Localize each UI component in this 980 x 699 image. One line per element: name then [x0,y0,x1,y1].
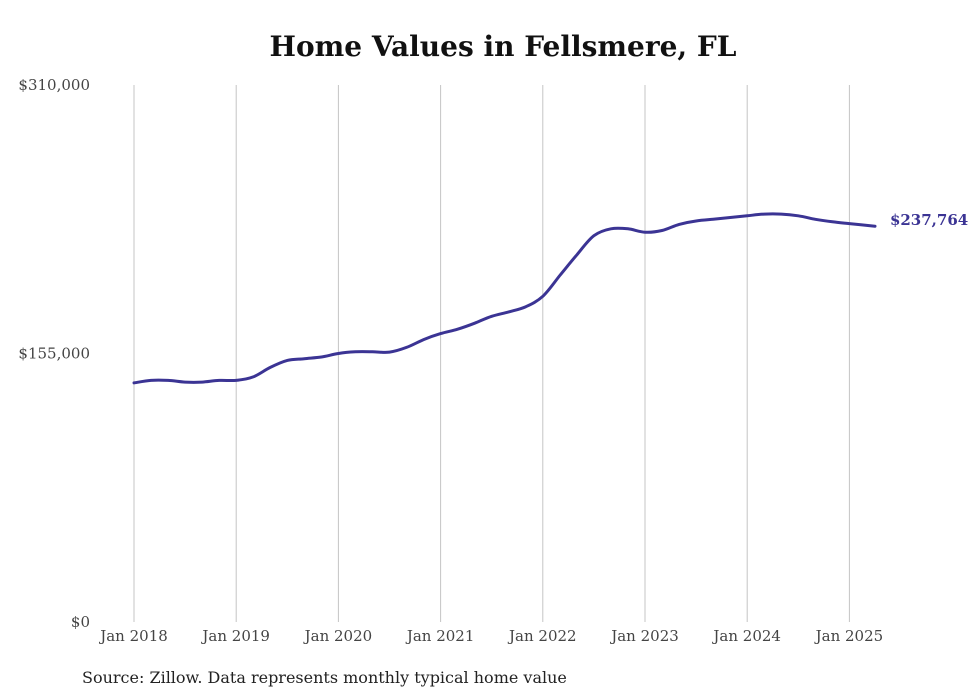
x-tick-label: Jan 2020 [303,627,373,645]
y-tick-label: $155,000 [18,345,90,363]
x-tick-label: Jan 2023 [609,627,679,645]
y-axis: $0 $155,000 $310,000 [18,76,90,631]
y-tick-label: $310,000 [18,76,90,94]
gridlines [133,85,850,622]
y-tick-label: $0 [71,613,90,631]
x-tick-label: Jan 2021 [405,627,475,645]
x-axis: Jan 2018 Jan 2019 Jan 2020 Jan 2021 Jan 2022… [98,627,883,645]
x-tick-label: Jan 2022 [507,627,577,645]
end-value-label: $237,764 [890,211,968,229]
chart-title: Home Values in Fellsmere, FL [269,30,737,63]
source-note: Source: Zillow. Data represents monthly … [82,668,567,687]
x-tick-label: Jan 2019 [200,627,270,645]
x-tick-label: Jan 2024 [711,627,781,645]
x-tick-label: Jan 2018 [98,627,168,645]
home-value-line [132,212,877,385]
x-tick-label: Jan 2025 [814,627,884,645]
